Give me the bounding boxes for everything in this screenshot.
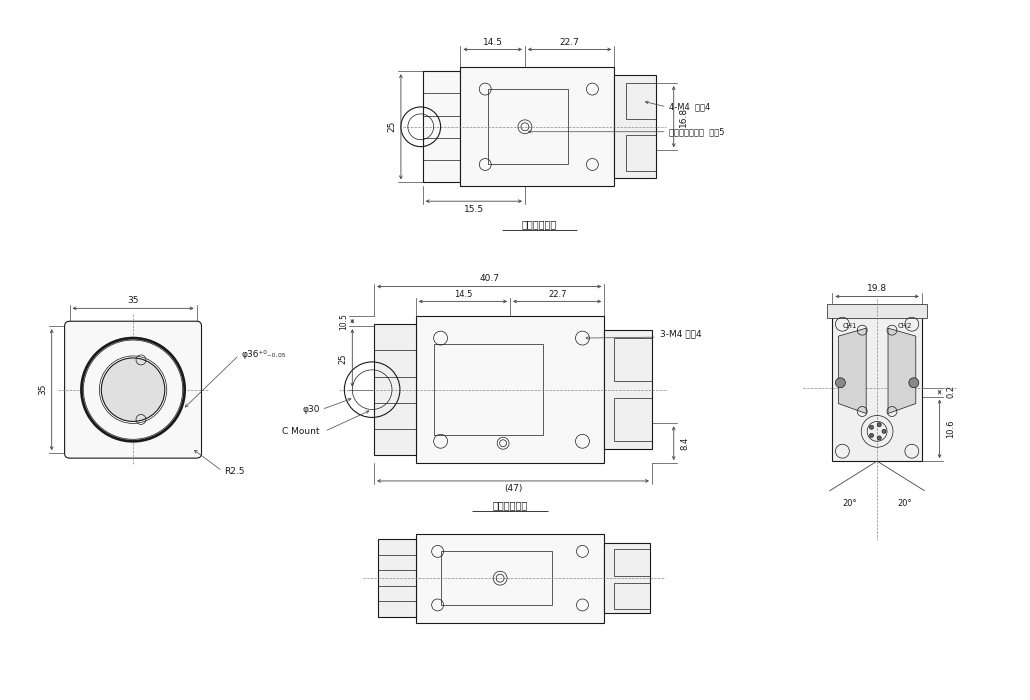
Bar bbox=[614, 550, 650, 576]
Text: 対面同一形状: 対面同一形状 bbox=[521, 219, 557, 229]
Bar bbox=[488, 89, 568, 164]
Text: 3-M4 深さ4: 3-M4 深さ4 bbox=[660, 330, 701, 339]
Bar bbox=[605, 330, 652, 449]
Text: 22.7: 22.7 bbox=[559, 38, 580, 47]
Text: CH2: CH2 bbox=[897, 323, 912, 329]
Bar bbox=[614, 398, 652, 441]
Bar bbox=[614, 338, 652, 381]
Circle shape bbox=[878, 436, 882, 440]
Circle shape bbox=[101, 358, 165, 421]
Text: 対面同一形状: 対面同一形状 bbox=[492, 500, 527, 510]
Text: 10.6: 10.6 bbox=[946, 419, 955, 438]
Bar bbox=[434, 344, 543, 435]
Text: (47): (47) bbox=[504, 484, 522, 494]
Bar bbox=[416, 533, 605, 623]
Text: φ36⁺⁰₋₀.₀₅: φ36⁺⁰₋₀.₀₅ bbox=[241, 351, 285, 360]
Text: 22.7: 22.7 bbox=[548, 290, 566, 299]
Text: C Mount: C Mount bbox=[282, 427, 319, 436]
Text: 35: 35 bbox=[128, 296, 139, 305]
Text: カメラ三脚ネジ  深さ5: カメラ三脚ネジ 深さ5 bbox=[668, 127, 724, 136]
Bar bbox=[416, 316, 605, 463]
Text: 0.2: 0.2 bbox=[946, 385, 955, 398]
Text: 8.4: 8.4 bbox=[680, 437, 689, 450]
Text: φ30: φ30 bbox=[302, 405, 319, 414]
Text: 20°: 20° bbox=[842, 499, 857, 508]
Bar bbox=[827, 304, 927, 318]
Bar bbox=[460, 67, 614, 186]
Circle shape bbox=[835, 378, 846, 388]
Circle shape bbox=[908, 378, 919, 388]
Circle shape bbox=[83, 340, 182, 440]
Circle shape bbox=[869, 433, 873, 438]
Polygon shape bbox=[888, 328, 916, 414]
Text: 10.5: 10.5 bbox=[339, 313, 348, 330]
Circle shape bbox=[81, 338, 184, 441]
Text: CH1: CH1 bbox=[843, 323, 857, 329]
Bar bbox=[378, 540, 416, 617]
Text: R2.5: R2.5 bbox=[225, 466, 245, 475]
Bar bbox=[115, 374, 151, 405]
Bar bbox=[422, 71, 460, 182]
FancyBboxPatch shape bbox=[65, 321, 202, 458]
Text: 35: 35 bbox=[38, 384, 47, 395]
Polygon shape bbox=[838, 328, 866, 414]
Text: 14.5: 14.5 bbox=[483, 38, 503, 47]
Bar bbox=[832, 314, 922, 461]
Text: 16.8: 16.8 bbox=[679, 107, 688, 127]
Text: 20°: 20° bbox=[897, 499, 913, 508]
Bar bbox=[614, 583, 650, 610]
Text: 19.8: 19.8 bbox=[867, 284, 887, 293]
Bar bbox=[626, 135, 656, 172]
Bar bbox=[441, 552, 552, 605]
Text: 14.5: 14.5 bbox=[454, 290, 472, 299]
Text: 15.5: 15.5 bbox=[464, 204, 484, 214]
Bar bbox=[605, 543, 650, 613]
Circle shape bbox=[882, 429, 886, 433]
Bar bbox=[374, 324, 416, 455]
Bar bbox=[626, 83, 656, 119]
Text: 40.7: 40.7 bbox=[479, 274, 500, 283]
Text: 25: 25 bbox=[339, 354, 348, 364]
Text: 4-M4  深さ4: 4-M4 深さ4 bbox=[668, 102, 710, 111]
Circle shape bbox=[869, 426, 873, 429]
Circle shape bbox=[878, 423, 882, 427]
Text: 25: 25 bbox=[387, 121, 397, 132]
Bar bbox=[614, 75, 656, 178]
